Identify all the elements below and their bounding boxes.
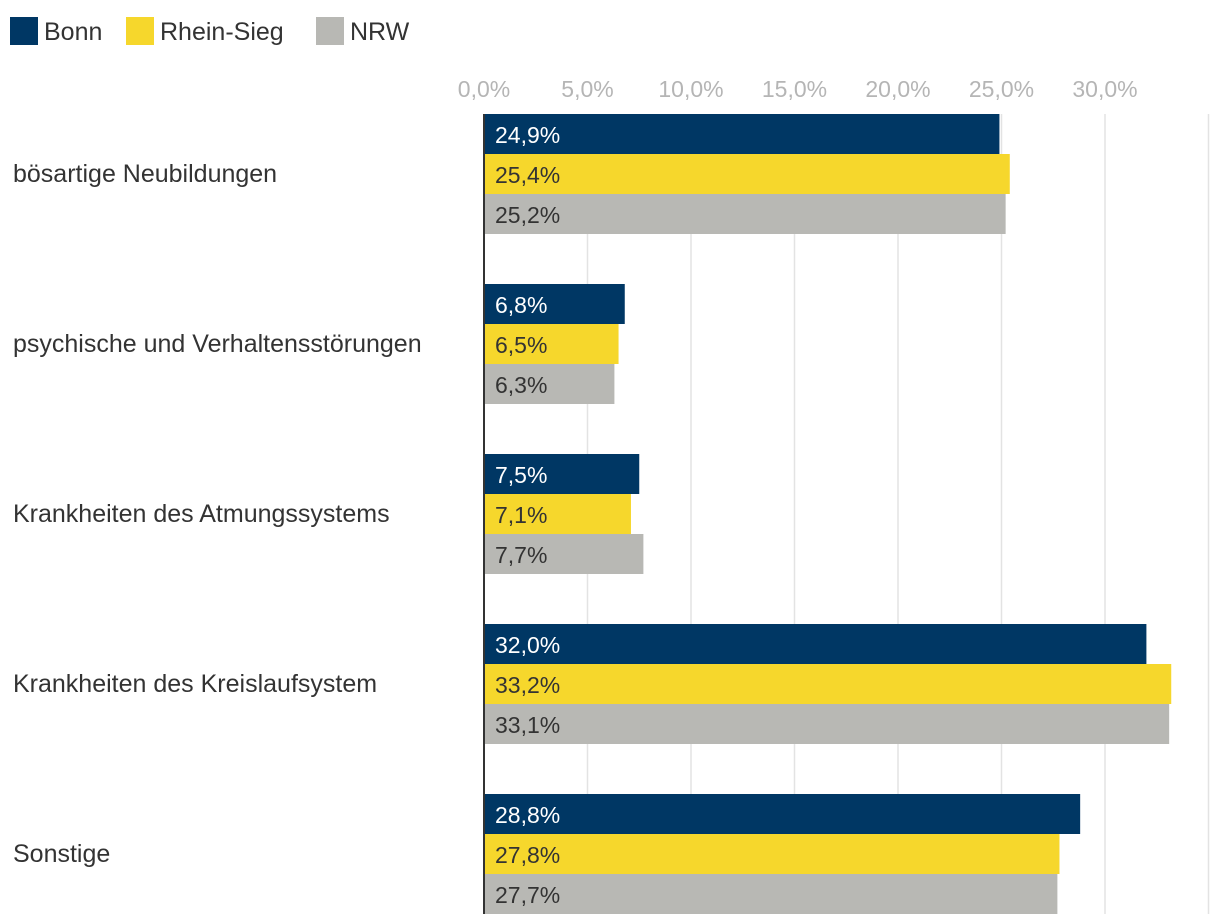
bars: 24,9% 25,4% 25,2% 6,8% 6,5% 6,3% 7,5% 7,1% 7,7% 3… <box>484 114 1172 914</box>
data-label-3-1: 33,2% <box>495 672 560 698</box>
data-label-4-0: 28,8% <box>495 802 560 828</box>
legend-label-2: NRW <box>350 18 410 46</box>
data-label-3-2: 33,1% <box>495 712 560 738</box>
data-label-1-0: 6,8% <box>495 292 547 318</box>
bar-4-1 <box>484 834 1060 874</box>
data-label-1-1: 6,5% <box>495 332 547 358</box>
data-label-2-1: 7,1% <box>495 502 547 528</box>
x-tick-label-4: 20,0% <box>865 76 930 102</box>
category-label-4: Sonstige <box>13 840 110 868</box>
category-label-3: Krankheiten des Kreislaufsystem <box>13 670 377 698</box>
legend-label-1: Rhein-Sieg <box>160 18 284 46</box>
bar-0-1 <box>484 154 1010 194</box>
data-label-2-0: 7,5% <box>495 462 547 488</box>
x-tick-label-1: 5,0% <box>561 76 613 102</box>
bar-2-2 <box>484 534 644 574</box>
legend: Bonn Rhein-Sieg NRW <box>10 17 410 46</box>
data-label-0-2: 25,2% <box>495 202 560 228</box>
bar-2-0 <box>484 454 640 494</box>
x-tick-label-2: 10,0% <box>658 76 723 102</box>
data-label-0-0: 24,9% <box>495 122 560 148</box>
bar-0-2 <box>484 194 1006 234</box>
category-labels: bösartige Neubildungen psychische und Ver… <box>13 160 422 868</box>
data-label-4-1: 27,8% <box>495 842 560 868</box>
category-label-1: psychische und Verhaltensstörungen <box>13 330 422 358</box>
bar-1-1 <box>484 324 619 364</box>
x-axis-ticks: 0,0% 5,0% 10,0% 15,0% 20,0% 25,0% 30,0% <box>458 76 1138 102</box>
legend-swatch-1 <box>126 17 154 45</box>
bar-0-0 <box>484 114 1000 154</box>
data-label-4-2: 27,7% <box>495 882 560 908</box>
x-tick-label-0: 0,0% <box>458 76 510 102</box>
bar-3-1 <box>484 664 1172 704</box>
legend-swatch-2 <box>316 17 344 45</box>
category-label-0: bösartige Neubildungen <box>13 160 277 188</box>
data-label-1-2: 6,3% <box>495 372 547 398</box>
x-tick-label-3: 15,0% <box>762 76 827 102</box>
legend-label-0: Bonn <box>44 18 102 46</box>
bar-1-0 <box>484 284 625 324</box>
x-tick-label-5: 25,0% <box>969 76 1034 102</box>
bar-3-0 <box>484 624 1147 664</box>
gridlines <box>586 114 1210 914</box>
bar-4-2 <box>484 874 1058 914</box>
category-label-2: Krankheiten des Atmungssystems <box>13 500 390 528</box>
data-label-0-1: 25,4% <box>495 162 560 188</box>
bar-4-0 <box>484 794 1081 834</box>
bar-3-2 <box>484 704 1170 744</box>
x-tick-label-6: 30,0% <box>1072 76 1137 102</box>
legend-swatch-0 <box>10 17 38 45</box>
bar-2-1 <box>484 494 631 534</box>
bar-1-2 <box>484 364 615 404</box>
data-label-3-0: 32,0% <box>495 632 560 658</box>
data-label-2-2: 7,7% <box>495 542 547 568</box>
